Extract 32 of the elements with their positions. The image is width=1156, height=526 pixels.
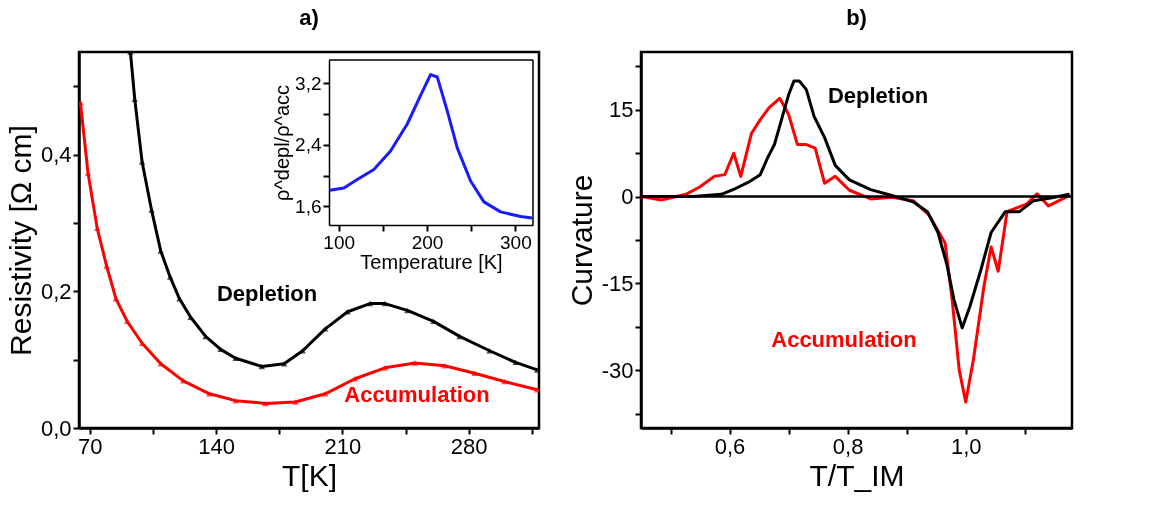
x-tick-label: 70 (78, 433, 103, 459)
series-label: Accumulation (344, 382, 490, 407)
y-tick-label: 15 (609, 97, 634, 123)
x-tick-label: 280 (450, 433, 488, 459)
x-tick-label: 300 (499, 231, 532, 253)
y-tick-label: 3,2 (295, 72, 322, 94)
y-tick-label: 0,0 (40, 415, 72, 441)
y-tick-label: 2,4 (295, 134, 322, 156)
y-tick-label: 0,4 (40, 142, 72, 168)
x-tick-label: 210 (324, 433, 362, 459)
y-axis-title: Resistivity [Ω cm] (3, 125, 37, 356)
y-tick-label: 0,2 (40, 278, 72, 304)
x-tick-label: 0,6 (714, 433, 746, 459)
series-label: Depletion (216, 281, 318, 306)
y-axis-title: Curvature (564, 174, 598, 307)
series-label: Depletion (827, 83, 929, 108)
x-axis-title: T[K] (281, 458, 338, 492)
x-axis-title: T/T_IM (809, 458, 905, 492)
y-tick-label: 1,6 (295, 196, 322, 217)
x-tick-label: 140 (198, 433, 235, 459)
y-tick-label: 0 (621, 184, 634, 210)
x-tick-label: 200 (411, 231, 444, 253)
y-tick-label: -30 (601, 357, 634, 383)
x-tick-label: 0,8 (832, 433, 864, 459)
chart-title: b) (846, 5, 867, 30)
x-axis-title: Temperature [K] (360, 250, 503, 273)
y-tick-label: -15 (601, 270, 634, 296)
chart-title: a) (299, 5, 319, 30)
y-axis-title: ρ^depl/ρ^acc (271, 84, 294, 202)
x-tick-label: 100 (323, 231, 356, 253)
x-tick-label: 1,0 (950, 433, 982, 459)
series-label: Accumulation (771, 327, 917, 352)
